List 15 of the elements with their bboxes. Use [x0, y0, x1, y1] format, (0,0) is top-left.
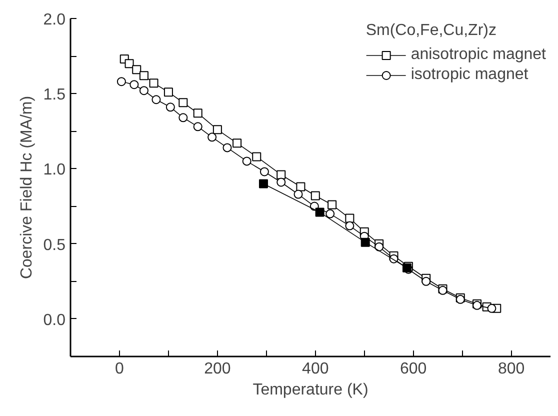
- y-tick-label: 1.0: [43, 162, 66, 179]
- x-tick-label: 0: [115, 360, 124, 378]
- y-tick-label: 0.0: [43, 312, 66, 329]
- x-tick-label: 600: [400, 360, 427, 378]
- y-axis-title: Coercive Field Hc (MA/m): [18, 96, 36, 280]
- legend-title: Sm(Co,Fe,Cu,Zr)z: [366, 22, 498, 40]
- x-tick-label: 800: [498, 360, 525, 378]
- y-tick-label: 1.5: [43, 86, 66, 104]
- x-tick-label: 400: [302, 360, 329, 378]
- x-tick-label: 200: [204, 360, 231, 378]
- legend-label: anisotropic magnet: [410, 46, 546, 64]
- y-tick-label: 0.5: [43, 236, 66, 254]
- legend-label: isotropic magnet: [410, 66, 528, 84]
- x-axis-title: Temperature (K): [252, 382, 368, 398]
- y-tick-label: 2.0: [43, 12, 66, 28]
